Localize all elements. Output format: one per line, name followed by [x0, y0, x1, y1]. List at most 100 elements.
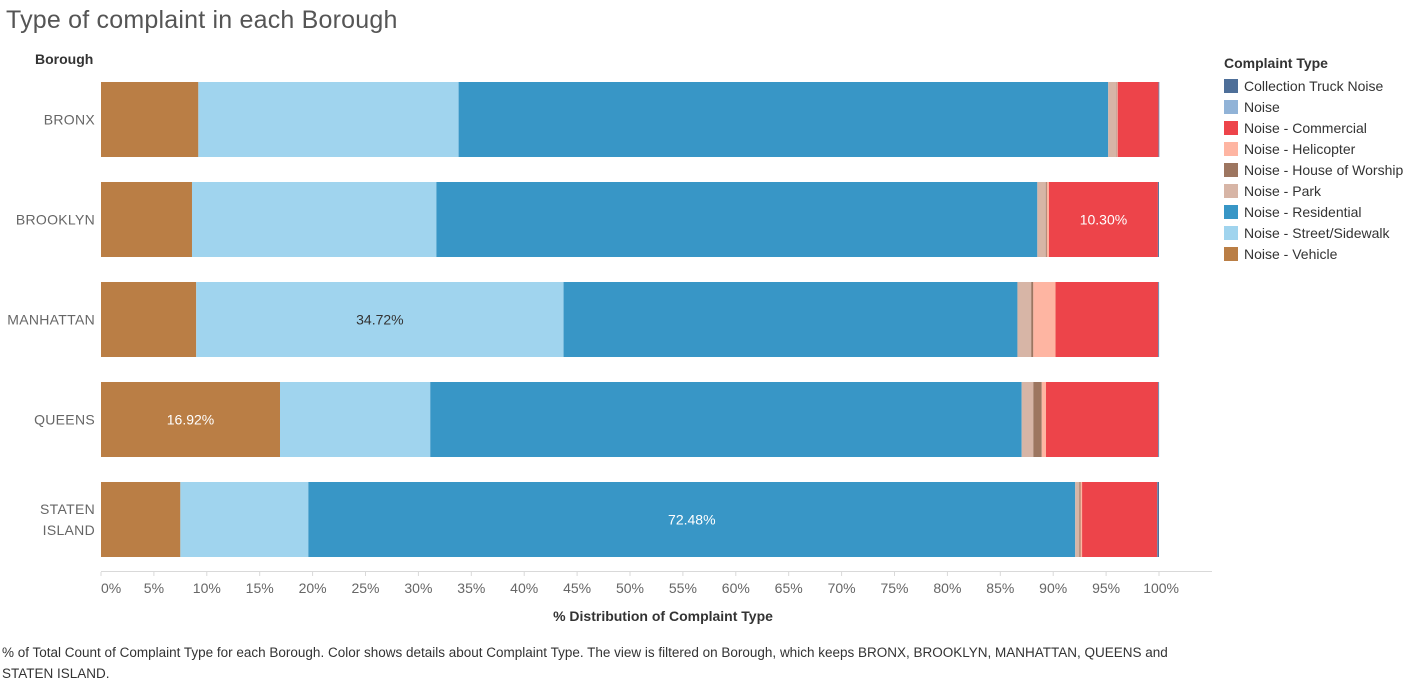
legend-label: Noise - Commercial	[1244, 119, 1367, 136]
category-label-staten-island: STATEN	[40, 501, 95, 517]
bar-segment-brooklyn-noise-vehicle[interactable]	[101, 182, 192, 257]
data-label-manhattan: 34.72%	[356, 312, 403, 328]
y-axis-title: Borough	[35, 51, 93, 67]
x-tick-label: 15%	[246, 580, 274, 596]
bar-segment-queens-noise-house-of-worship[interactable]	[1033, 382, 1042, 457]
bar-segment-staten-island-noise-residential[interactable]	[308, 482, 1076, 557]
category-label-queens: QUEENS	[34, 412, 95, 428]
bar-segment-bronx-noise-commercial[interactable]	[1117, 82, 1159, 157]
x-tick-label: 25%	[351, 580, 379, 596]
footnote: % of Total Count of Complaint Type for e…	[2, 645, 1168, 681]
legend-label: Noise - House of Worship	[1244, 161, 1404, 178]
category-label-manhattan: MANHATTAN	[7, 312, 95, 328]
legend-item-collection-truck-noise[interactable]: Collection Truck Noise	[1224, 75, 1424, 96]
bar-segment-brooklyn-noise-house-of-worship[interactable]	[1045, 182, 1047, 257]
x-tick-label: 40%	[510, 580, 538, 596]
x-tick-label: 20%	[299, 580, 327, 596]
legend-item-noise-residential[interactable]: Noise - Residential	[1224, 201, 1424, 222]
category-label-bronx: BRONX	[44, 112, 96, 128]
legend-label: Noise - Vehicle	[1244, 245, 1338, 262]
bar-segment-manhattan-noise-street-sidewalk[interactable]	[196, 282, 564, 357]
legend-item-noise-street-sidewalk[interactable]: Noise - Street/Sidewalk	[1224, 222, 1424, 243]
bar-segment-staten-island-noise-commercial[interactable]	[1082, 482, 1158, 557]
bar-segment-queens-collection-truck-noise[interactable]	[1158, 382, 1160, 457]
legend-label: Noise - Park	[1244, 182, 1322, 199]
bar-segment-brooklyn-noise-residential[interactable]	[436, 182, 1038, 257]
legend-swatch	[1224, 141, 1238, 156]
stacked-bar-chart: Borough BRONX BROOKLYN MANHATTAN QUEENS STATE…	[7, 51, 1212, 624]
bar-segment-staten-island-collection-truck-noise[interactable]	[1157, 482, 1159, 557]
bar-segment-queens-noise[interactable]	[1158, 382, 1159, 457]
bar-segment-manhattan-noise-house-of-worship[interactable]	[1031, 282, 1034, 357]
bar-segment-bronx-noise-vehicle[interactable]	[101, 82, 199, 157]
bar-segment-brooklyn-noise-helicopter[interactable]	[1046, 182, 1049, 257]
x-tick-label: 60%	[722, 580, 750, 596]
bar-segment-brooklyn-noise-street-sidewalk[interactable]	[191, 182, 437, 257]
bar-segment-bronx-noise-house-of-worship[interactable]	[1116, 82, 1118, 157]
legend-title: Complaint Type	[1224, 55, 1328, 71]
bar-segment-manhattan-collection-truck-noise[interactable]	[1158, 282, 1160, 357]
legend-item-noise[interactable]: Noise	[1224, 96, 1424, 117]
legend-label: Collection Truck Noise	[1244, 77, 1384, 94]
x-tick-label: 100%	[1143, 580, 1179, 596]
x-tick-label: 80%	[933, 580, 961, 596]
x-tick-label: 85%	[986, 580, 1014, 596]
bar-segment-bronx-noise-street-sidewalk[interactable]	[198, 82, 459, 157]
category-label-brooklyn: BROOKLYN	[16, 212, 95, 228]
bar-segment-queens-noise-commercial[interactable]	[1046, 382, 1159, 457]
legend-swatch	[1224, 225, 1238, 240]
legend-label: Noise	[1244, 98, 1280, 115]
x-tick-label: 35%	[457, 580, 485, 596]
legend-swatch	[1224, 120, 1238, 135]
bar-segment-manhattan-noise-residential[interactable]	[563, 282, 1018, 357]
x-tick-label: 30%	[404, 580, 432, 596]
legend-swatch	[1224, 78, 1238, 93]
bar-segment-staten-island-noise-house-of-worship[interactable]	[1079, 482, 1081, 557]
bar-segment-bronx-noise-helicopter[interactable]	[1117, 82, 1118, 157]
x-tick-label: 70%	[828, 580, 856, 596]
bar-segment-manhattan-noise-vehicle[interactable]	[101, 282, 197, 357]
bar-segment-manhattan-noise-park[interactable]	[1017, 282, 1032, 357]
legend-label: Noise - Residential	[1244, 203, 1362, 220]
x-tick-label: 5%	[144, 580, 164, 596]
x-tick-label: 55%	[669, 580, 697, 596]
bar-segment-queens-noise-park[interactable]	[1021, 382, 1034, 457]
legend-label: Noise - Helicopter	[1244, 140, 1356, 157]
bar-segment-manhattan-noise-helicopter[interactable]	[1033, 282, 1056, 357]
bar-segment-brooklyn-collection-truck-noise[interactable]	[1158, 182, 1159, 257]
bar-segment-queens-noise-vehicle[interactable]	[101, 382, 281, 457]
bar-segment-queens-noise-helicopter[interactable]	[1041, 382, 1046, 457]
bar-segment-brooklyn-noise-park[interactable]	[1037, 182, 1046, 257]
bar-segment-staten-island-noise-park[interactable]	[1075, 482, 1080, 557]
x-tick-label: 95%	[1092, 580, 1120, 596]
legend-label: Noise - Street/Sidewalk	[1244, 224, 1390, 241]
chart-title: Type of complaint in each Borough	[6, 6, 398, 34]
x-tick-label: 75%	[880, 580, 908, 596]
bar-segment-manhattan-noise[interactable]	[1158, 282, 1159, 357]
legend-swatch	[1224, 204, 1238, 219]
bar-segment-staten-island-noise-street-sidewalk[interactable]	[180, 482, 309, 557]
bar-segment-queens-noise-residential[interactable]	[430, 382, 1022, 457]
bar-segment-staten-island-noise-helicopter[interactable]	[1080, 482, 1083, 557]
x-tick-label: 90%	[1039, 580, 1067, 596]
x-tick-label: 50%	[616, 580, 644, 596]
legend-item-noise-house-of-worship[interactable]: Noise - House of Worship	[1224, 159, 1424, 180]
bar-segment-brooklyn-noise-commercial[interactable]	[1048, 182, 1158, 257]
legend-item-noise-commercial[interactable]: Noise - Commercial	[1224, 117, 1424, 138]
bar-segment-bronx-noise-park[interactable]	[1108, 82, 1117, 157]
legend-swatch	[1224, 162, 1238, 177]
x-axis-title: % Distribution of Complaint Type	[553, 608, 773, 624]
legend-swatch	[1224, 246, 1238, 261]
data-label-queens: 16.92%	[167, 412, 214, 428]
legend: Complaint Type Collection Truck Noise Noi…	[1224, 54, 1424, 264]
bar-segment-bronx-collection-truck-noise[interactable]	[1158, 82, 1160, 157]
legend-item-noise-vehicle[interactable]: Noise - Vehicle	[1224, 243, 1424, 264]
bar-segment-manhattan-noise-commercial[interactable]	[1055, 282, 1159, 357]
bar-segment-staten-island-noise-vehicle[interactable]	[101, 482, 181, 557]
bar-segment-queens-noise-street-sidewalk[interactable]	[280, 382, 431, 457]
data-label-brooklyn: 10.30%	[1080, 212, 1127, 228]
legend-item-noise-park[interactable]: Noise - Park	[1224, 180, 1424, 201]
bar-segment-bronx-noise-residential[interactable]	[458, 82, 1109, 157]
x-tick-label: 65%	[775, 580, 803, 596]
legend-item-noise-helicopter[interactable]: Noise - Helicopter	[1224, 138, 1424, 159]
